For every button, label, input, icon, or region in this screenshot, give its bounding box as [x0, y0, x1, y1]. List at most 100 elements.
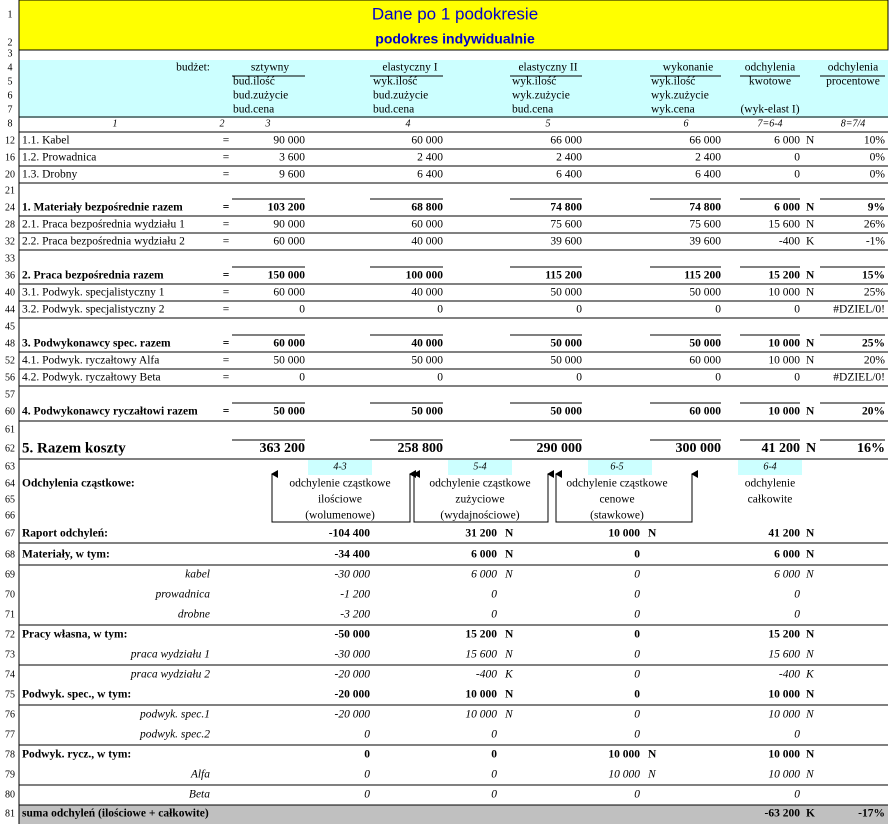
cell: = [223, 372, 230, 384]
row-label: Pracy własna, w tym: [22, 629, 127, 641]
row-number: 8 [8, 118, 13, 129]
cell: 10 000 [465, 709, 497, 721]
subtitle: podokres indywidualnie [375, 31, 535, 47]
cell: wyk.ilość [373, 76, 417, 88]
cell: bud.zużycie [233, 90, 288, 102]
row-number: 70 [5, 589, 15, 600]
cell: 10 000 [768, 749, 800, 761]
cell: 0 [794, 789, 800, 801]
cell: N [806, 287, 815, 299]
row-number: 79 [5, 769, 15, 780]
cell: 39 600 [550, 236, 582, 248]
cell: 0 [491, 749, 497, 761]
cell: wyk.cena [651, 104, 695, 116]
row-label: podwyk. spec.1 [139, 709, 210, 721]
cell: 6 400 [417, 169, 443, 181]
cell: 15 600 [768, 649, 800, 661]
cell: N [805, 649, 815, 661]
cell: wyk.zużycie [651, 90, 709, 102]
cell: 20% [862, 406, 885, 418]
row-number: 66 [5, 510, 15, 521]
cell: 0 [634, 709, 640, 721]
legend-text: ilościowe [318, 494, 362, 506]
cell: 16% [857, 441, 885, 456]
cell: #DZIEL/0! [833, 304, 885, 316]
legend-text: 5-4 [473, 461, 486, 472]
cell: 363 200 [260, 441, 306, 456]
cell: = [223, 304, 230, 316]
cell: -30 000 [335, 649, 371, 661]
row-number: 32 [5, 236, 15, 247]
cell: 6 000 [774, 135, 800, 147]
legend-text: 6-5 [610, 461, 623, 472]
cell: 0 [491, 769, 497, 781]
row-label: 4.1. Podwyk. ryczałtowy Alfa [22, 355, 159, 367]
cell: 10 000 [768, 355, 800, 367]
cell: 6 [684, 118, 689, 129]
cell: N [805, 769, 815, 781]
cell: 0% [870, 152, 886, 164]
cell: N [806, 202, 815, 214]
cell: 0 [794, 372, 800, 384]
cell: 0 [715, 304, 721, 316]
cell: = [223, 287, 230, 299]
cell: -3 200 [340, 609, 370, 621]
legend-text: odchylenie cząstkowe [289, 478, 390, 490]
row-number: 5 [8, 76, 13, 87]
cell: -17% [858, 808, 885, 820]
cell: 6 400 [695, 169, 721, 181]
legend-text: 6-4 [763, 461, 776, 472]
legend-text: odchylenie cząstkowe [566, 478, 667, 490]
row-number: 78 [5, 749, 15, 760]
cell: #DZIEL/0! [833, 372, 885, 384]
row-label: Podwyk. spec., w tym: [22, 689, 131, 701]
cell: N [647, 769, 657, 781]
cell: 6 000 [471, 569, 497, 581]
cell: bud.zużycie [373, 90, 428, 102]
cell: -400 [779, 669, 800, 681]
cell: 50 000 [550, 406, 582, 418]
cell: 5 [546, 118, 551, 129]
row-number: 72 [5, 629, 15, 640]
row-number: 57 [5, 389, 15, 400]
row-label: suma odchyleń (ilościowe + całkowite) [22, 808, 209, 820]
cell: 0 [794, 169, 800, 181]
cell: 0 [794, 304, 800, 316]
cell: 50 000 [550, 287, 582, 299]
cell: 15 200 [768, 270, 800, 282]
cell: N [648, 749, 657, 761]
cell: = [223, 338, 230, 350]
cell: 0 [437, 304, 443, 316]
cell: 25% [862, 338, 885, 350]
row-label: praca wydziału 1 [130, 649, 210, 661]
cell: 50 000 [689, 287, 721, 299]
cell: 41 200 [762, 441, 801, 456]
cell: 2 400 [556, 152, 582, 164]
row-number: 40 [5, 287, 15, 298]
cell: 60 000 [411, 135, 443, 147]
row-number: 6 [8, 90, 13, 101]
row-label: 5. Razem koszty [22, 440, 126, 456]
cell: N [806, 549, 815, 561]
cell: 0 [491, 729, 497, 741]
arrow [413, 470, 554, 523]
cell: 60 000 [273, 338, 305, 350]
row-number: 63 [5, 461, 15, 472]
cell: 0 [299, 304, 305, 316]
row-label: Odchylenia cząstkowe: [22, 478, 135, 490]
row-label: 2.1. Praca bezpośrednia wydziału 1 [22, 219, 185, 231]
cell: wyk.ilość [512, 76, 556, 88]
cell: 60 000 [273, 236, 305, 248]
row-number: 68 [5, 549, 15, 560]
row-label: budżet: [176, 62, 210, 74]
cell: N [806, 135, 815, 147]
cell: 15 600 [465, 649, 497, 661]
cell: = [223, 202, 230, 214]
cell: N [806, 355, 815, 367]
cell: 66 000 [550, 135, 582, 147]
cell: 66 000 [689, 135, 721, 147]
cell: N [806, 749, 815, 761]
cell: 50 000 [550, 338, 582, 350]
row-number: 77 [5, 729, 15, 740]
